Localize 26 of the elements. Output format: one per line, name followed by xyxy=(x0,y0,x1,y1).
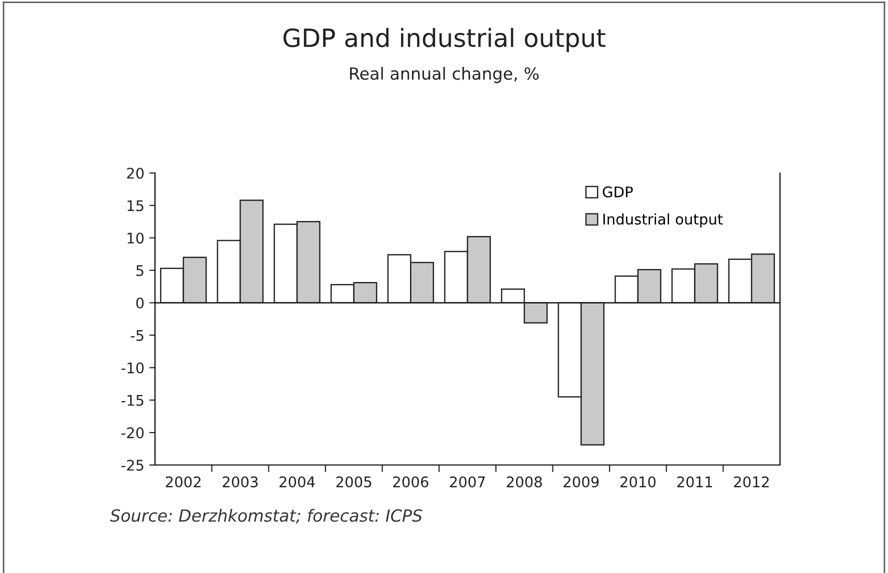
x-tick-label: 2002 xyxy=(166,476,201,488)
x-tick-label: 2012 xyxy=(734,476,769,488)
x-tick-label: 2008 xyxy=(506,476,542,488)
x-tick-label: 2007 xyxy=(450,476,485,488)
x-tick-label: 2005 xyxy=(336,476,372,488)
legend-label: GDP xyxy=(602,186,633,198)
y-tick-label: -25 xyxy=(121,460,144,471)
x-tick-label: 2010 xyxy=(620,476,656,488)
y-tick-label: 10 xyxy=(128,232,144,244)
legend-label: Industrial output xyxy=(603,213,723,228)
chart-title: GDP and industrial output xyxy=(283,28,606,52)
y-tick-label: 5 xyxy=(136,265,144,276)
y-tick-label: 15 xyxy=(128,200,144,212)
x-tick-label: 2006 xyxy=(393,476,428,488)
x-tick-label: 2004 xyxy=(280,476,315,488)
y-tick-label: -20 xyxy=(121,427,144,438)
x-tick-label: 2003 xyxy=(222,476,258,488)
source-note: Source: Derzhkomstat; forecast: ICPS xyxy=(110,508,422,524)
y-tick-label: -15 xyxy=(121,395,144,406)
y-tick-label: 20 xyxy=(127,168,144,179)
chart-subtitle: Real annual change, % xyxy=(350,66,539,84)
y-tick-label: -10 xyxy=(121,362,144,374)
y-tick-label: 0 xyxy=(136,297,144,309)
y-tick-label: -5 xyxy=(130,330,144,341)
x-tick-label: 2011 xyxy=(677,476,712,488)
x-tick-label: 2009 xyxy=(564,476,599,488)
